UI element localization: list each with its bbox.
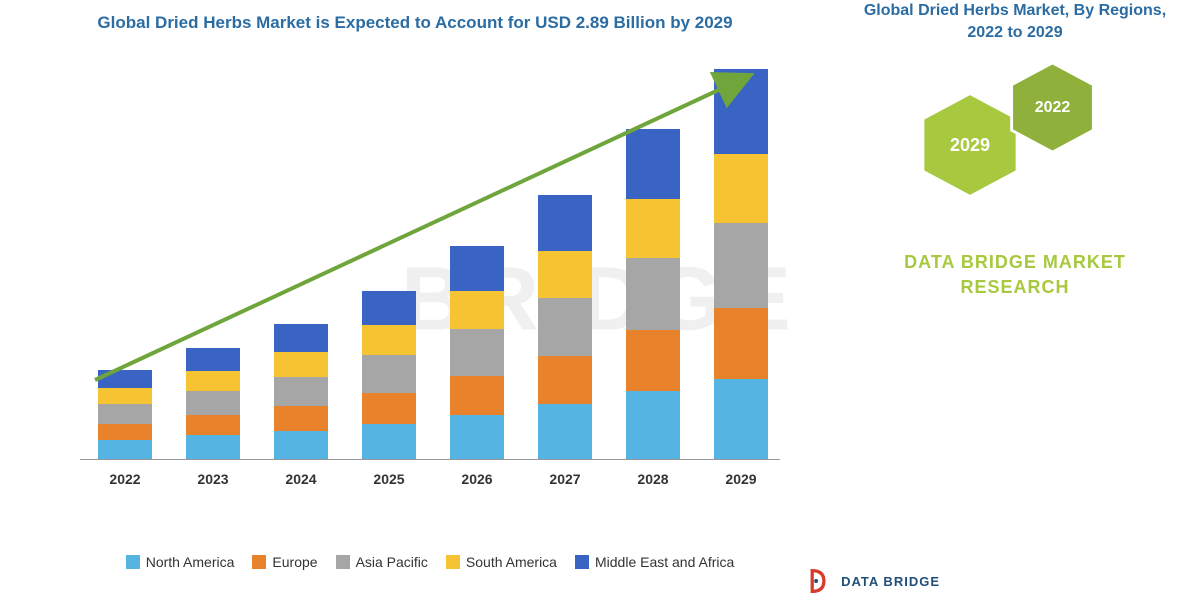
bar-segment: [450, 246, 504, 290]
bar-segment: [186, 391, 240, 415]
legend-swatch: [252, 555, 266, 569]
bar-segment: [98, 370, 152, 388]
bar-segment: [626, 129, 680, 199]
bar-segment: [362, 393, 416, 424]
x-axis-label: 2025: [349, 471, 429, 487]
bar-segment: [538, 404, 592, 459]
bar-segment: [186, 348, 240, 371]
bar-segment: [274, 324, 328, 351]
brand-line-2: RESEARCH: [830, 275, 1200, 300]
bar-segment: [450, 329, 504, 376]
bar-segment: [274, 352, 328, 377]
bar-segment: [98, 440, 152, 459]
legend-swatch: [336, 555, 350, 569]
brand-line-1: DATA BRIDGE MARKET: [830, 250, 1200, 275]
footer-logo-icon: [807, 568, 833, 594]
bar-segment: [186, 435, 240, 459]
legend-label: North America: [146, 554, 235, 570]
hexagon-front: 2022: [1005, 60, 1100, 155]
x-axis-label: 2022: [85, 471, 165, 487]
bar-segment: [714, 223, 768, 308]
legend-swatch: [126, 555, 140, 569]
chart-legend: North America Europe Asia Pacific South Ame…: [60, 554, 800, 570]
bar-segment: [98, 388, 152, 404]
x-axis-label: 2026: [437, 471, 517, 487]
bar-segment: [450, 376, 504, 415]
bar-segment: [626, 258, 680, 331]
bar-segment: [714, 308, 768, 379]
hexagon-graphic: 2029 2022: [905, 60, 1125, 220]
bar-segment: [538, 298, 592, 357]
bar-segment: [714, 379, 768, 459]
bar-segment: [450, 291, 504, 329]
bar-segment: [538, 251, 592, 298]
bar-group: [450, 246, 504, 459]
legend-item: Europe: [252, 554, 317, 570]
bar-segment: [362, 424, 416, 459]
bar-group: [274, 324, 328, 459]
legend-item: Asia Pacific: [336, 554, 428, 570]
x-axis-label: 2024: [261, 471, 341, 487]
x-axis-label: 2029: [701, 471, 781, 487]
bar-segment: [274, 377, 328, 406]
footer-logo: DATA BRIDGE: [807, 568, 940, 594]
bar-segment: [626, 330, 680, 390]
hexagon-front-label: 2022: [1035, 99, 1071, 117]
bar-segment: [274, 406, 328, 431]
bar-segment: [186, 371, 240, 391]
bar-group: [538, 195, 592, 459]
legend-label: South America: [466, 554, 557, 570]
bar-segment: [626, 391, 680, 459]
legend-label: Asia Pacific: [356, 554, 428, 570]
chart-plot: 20222023202420252026202720282029: [80, 70, 780, 460]
footer-logo-text: DATA BRIDGE: [841, 574, 940, 589]
bar-segment: [362, 355, 416, 392]
legend-swatch: [446, 555, 460, 569]
x-axis-label: 2027: [525, 471, 605, 487]
legend-label: Europe: [272, 554, 317, 570]
bar-group: [714, 69, 768, 459]
bar-group: [362, 291, 416, 459]
bar-group: [98, 370, 152, 459]
bar-segment: [714, 154, 768, 223]
legend-item: Middle East and Africa: [575, 554, 734, 570]
bar-segment: [626, 199, 680, 258]
bar-segment: [98, 404, 152, 424]
bar-group: [186, 348, 240, 459]
bar-segment: [98, 424, 152, 441]
x-axis-label: 2023: [173, 471, 253, 487]
bar-segment: [274, 431, 328, 459]
bar-segment: [186, 415, 240, 435]
legend-label: Middle East and Africa: [595, 554, 734, 570]
legend-swatch: [575, 555, 589, 569]
bar-segment: [538, 195, 592, 251]
bar-segment: [362, 325, 416, 355]
chart-title: Global Dried Herbs Market is Expected to…: [0, 0, 830, 35]
bar-segment: [538, 356, 592, 404]
x-axis-label: 2028: [613, 471, 693, 487]
bar-group: [626, 129, 680, 459]
right-panel-title: Global Dried Herbs Market, By Regions, 2…: [830, 0, 1200, 43]
chart-panel: Global Dried Herbs Market is Expected to…: [0, 0, 830, 600]
legend-item: South America: [446, 554, 557, 570]
chart-area: 2022 2023 2024 2025 2026 2027 2028 2029: [80, 70, 780, 490]
bar-segment: [362, 291, 416, 326]
bar-segment: [450, 415, 504, 459]
right-panel: Global Dried Herbs Market, By Regions, 2…: [830, 0, 1200, 600]
bar-segment: [714, 69, 768, 154]
hexagon-back-label: 2029: [950, 135, 990, 156]
brand-text: DATA BRIDGE MARKET RESEARCH: [830, 250, 1200, 300]
legend-item: North America: [126, 554, 235, 570]
